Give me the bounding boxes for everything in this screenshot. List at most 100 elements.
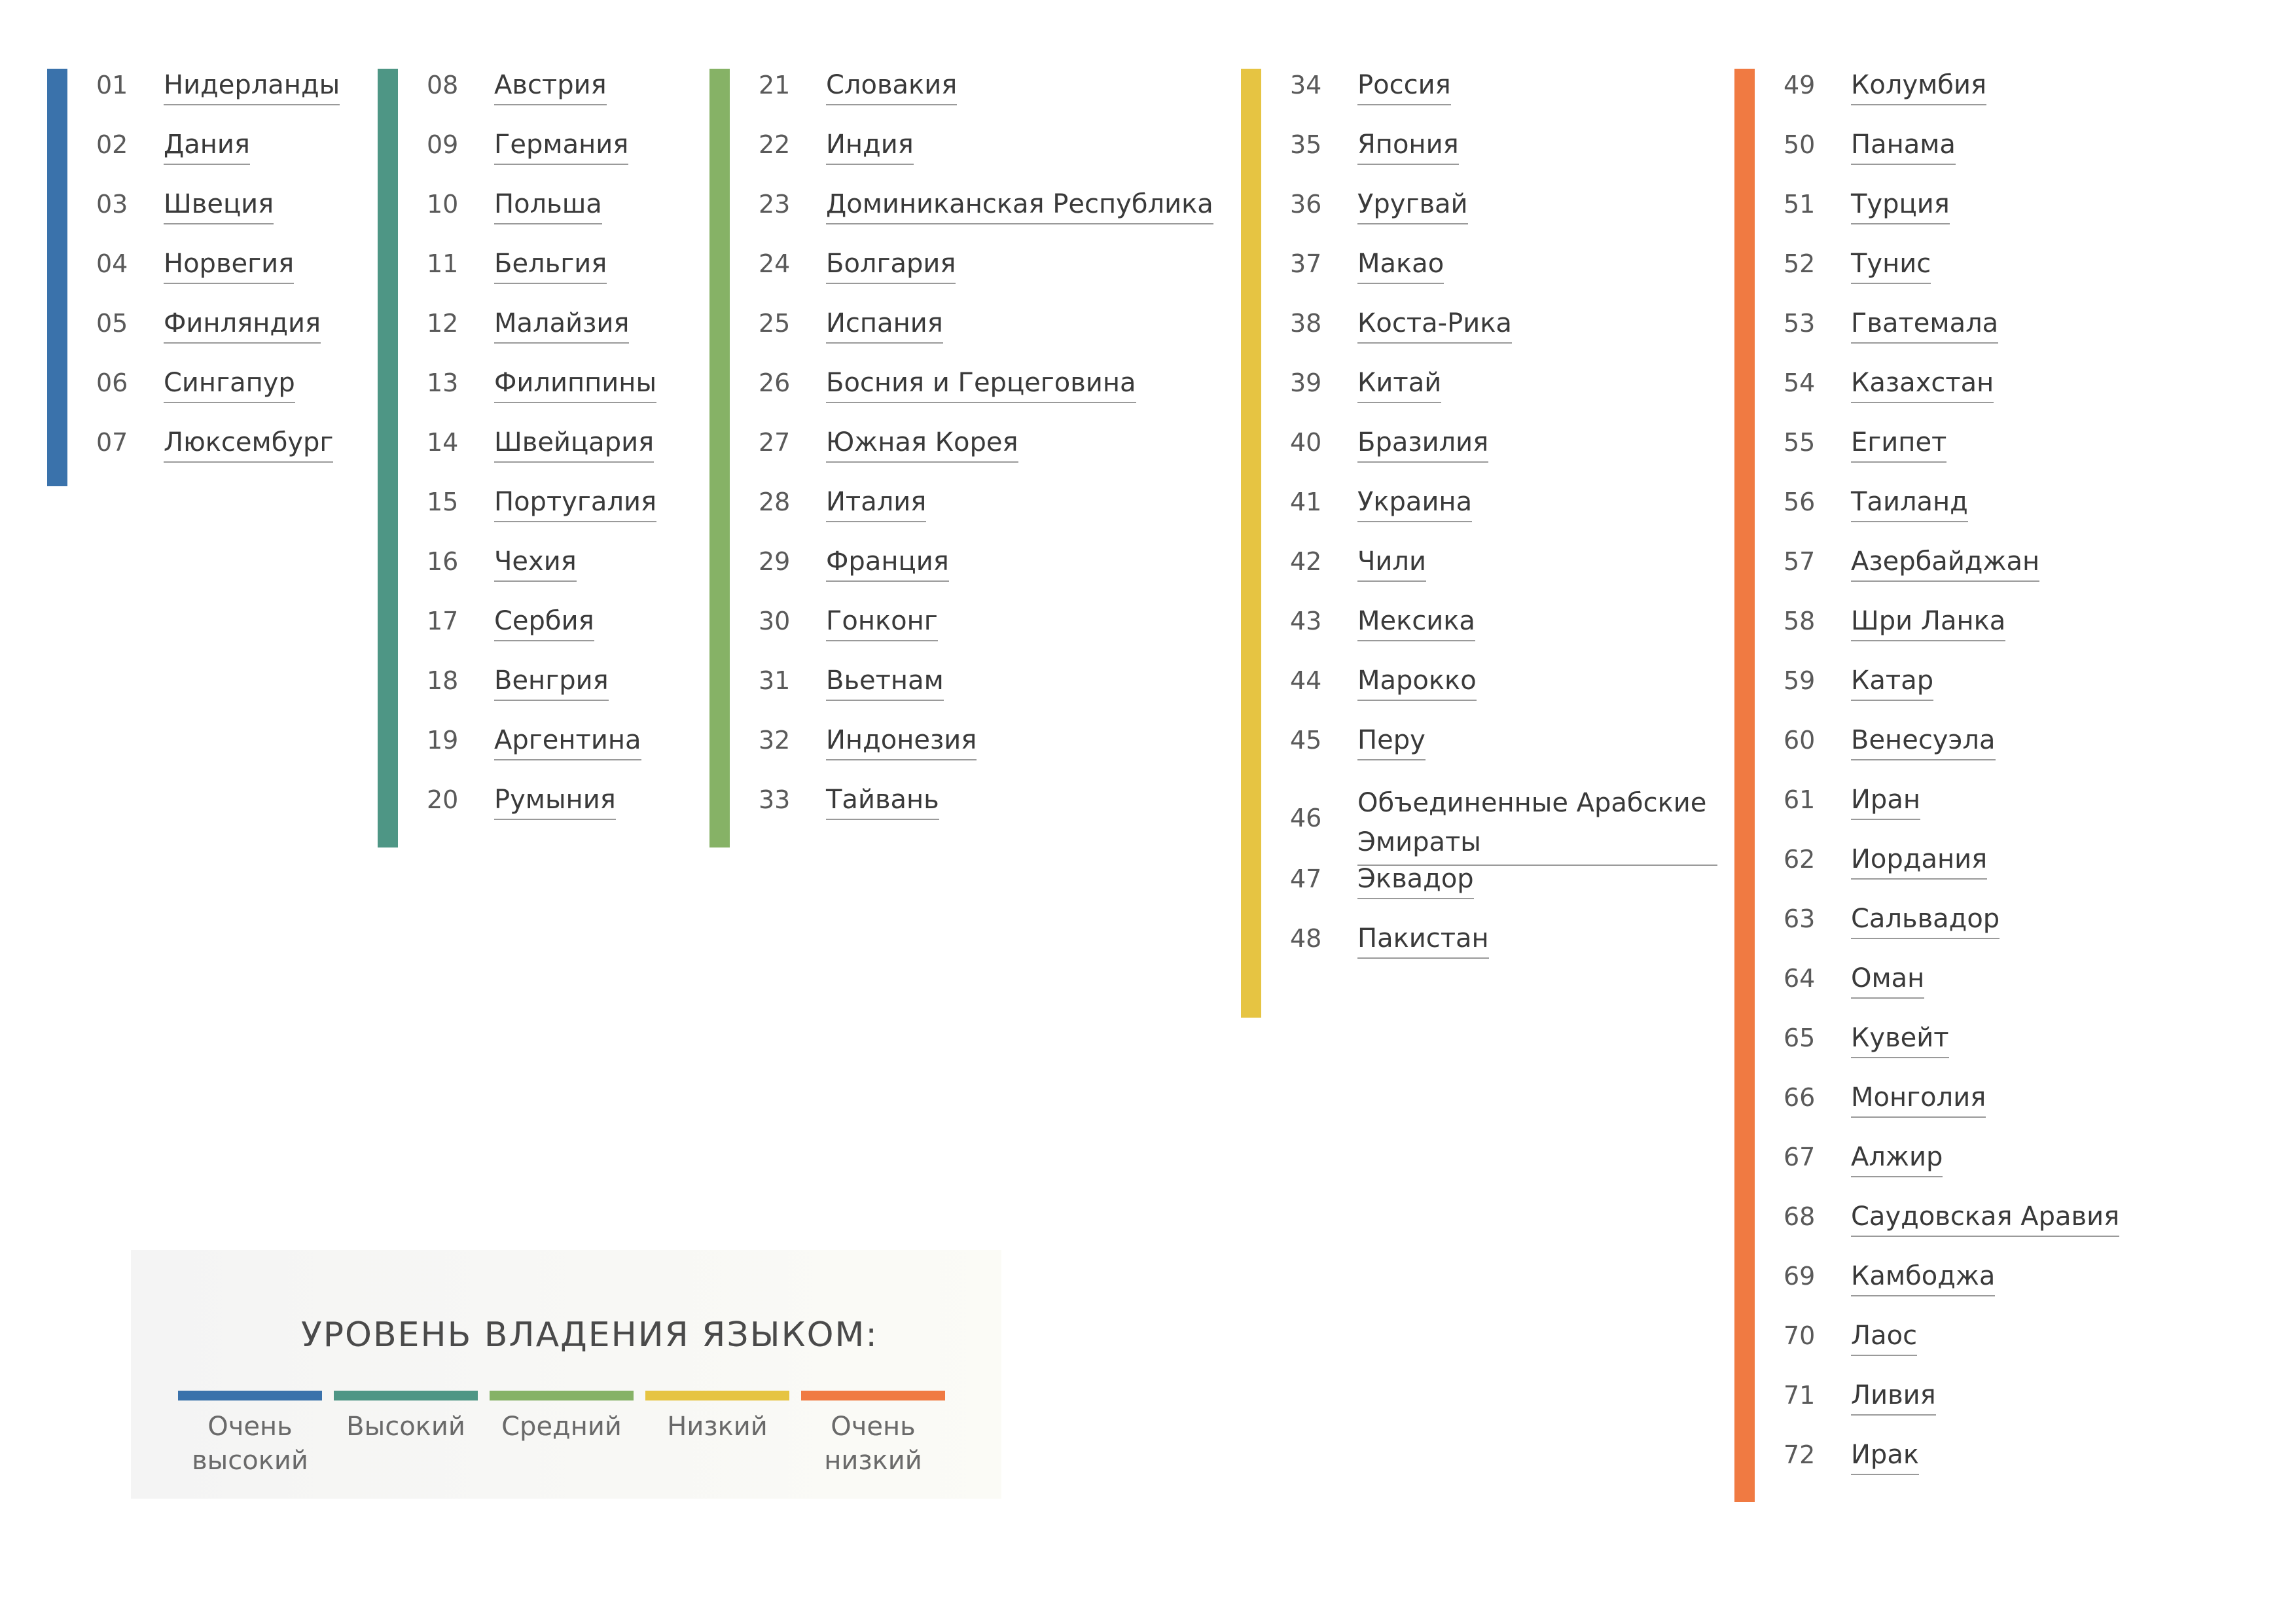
country-link[interactable]: Португалия bbox=[494, 486, 657, 522]
rank-number: 23 bbox=[759, 190, 791, 219]
country-link[interactable]: Индия bbox=[826, 128, 914, 165]
country-link[interactable]: Испания bbox=[826, 307, 943, 344]
country-link[interactable]: Япония bbox=[1357, 128, 1459, 165]
legend-item-very-high: Очень высокий bbox=[178, 1391, 322, 1478]
country-link[interactable]: Саудовская Аравия bbox=[1851, 1200, 2120, 1237]
country-link[interactable]: Венгрия bbox=[494, 664, 609, 701]
country-link[interactable]: Иран bbox=[1851, 783, 1920, 820]
country-link[interactable]: Монголия bbox=[1851, 1081, 1986, 1118]
rank-number: 59 bbox=[1784, 666, 1816, 695]
country-link[interactable]: Сингапур bbox=[164, 366, 295, 403]
country-link[interactable]: Перу bbox=[1357, 724, 1426, 760]
rank-number: 10 bbox=[427, 190, 459, 219]
country-link[interactable]: Шри Ланка bbox=[1851, 605, 2006, 641]
rank-number: 44 bbox=[1290, 666, 1322, 695]
country-link[interactable]: Малайзия bbox=[494, 307, 630, 344]
country-link[interactable]: Филиппины bbox=[494, 366, 657, 403]
country-link[interactable]: Катар bbox=[1851, 664, 1934, 701]
country-link[interactable]: Норвегия bbox=[164, 247, 295, 284]
legend-label: Очень низкий bbox=[824, 1412, 922, 1476]
rank-number: 37 bbox=[1290, 249, 1322, 278]
country-link[interactable]: Аргентина bbox=[494, 724, 641, 760]
country-link[interactable]: Италия bbox=[826, 486, 927, 522]
country-link[interactable]: Азербайджан bbox=[1851, 545, 2040, 582]
country-link[interactable]: Панама bbox=[1851, 128, 1956, 165]
country-link[interactable]: Чили bbox=[1357, 545, 1426, 582]
country-link[interactable]: Макао bbox=[1357, 247, 1444, 284]
rank-number: 64 bbox=[1784, 964, 1816, 993]
country-link[interactable]: Люксембург bbox=[164, 426, 334, 463]
country-link[interactable]: Чехия bbox=[494, 545, 577, 582]
country-link[interactable]: Нидерланды bbox=[164, 69, 340, 105]
country-link[interactable]: Ливия bbox=[1851, 1379, 1936, 1416]
rank-number: 03 bbox=[96, 190, 128, 219]
country-link[interactable]: Гонконг bbox=[826, 605, 938, 641]
country-link[interactable]: Польша bbox=[494, 188, 602, 224]
rank-number: 39 bbox=[1290, 368, 1322, 397]
rank-number: 04 bbox=[96, 249, 128, 278]
country-link[interactable]: Объединенные Арабские Эмираты bbox=[1357, 783, 1717, 866]
country-link[interactable]: Украина bbox=[1357, 486, 1473, 522]
country-link[interactable]: Марокко bbox=[1357, 664, 1477, 701]
country-link[interactable]: Камбоджа bbox=[1851, 1260, 1996, 1296]
rank-number: 36 bbox=[1290, 190, 1322, 219]
country-link[interactable]: Сальвадор bbox=[1851, 902, 2000, 939]
country-link[interactable]: Пакистан bbox=[1357, 922, 1489, 959]
country-link[interactable]: Турция bbox=[1851, 188, 1950, 224]
country-link[interactable]: Гватемала bbox=[1851, 307, 1999, 344]
country-link[interactable]: Казахстан bbox=[1851, 366, 1994, 403]
country-link[interactable]: Венесуэла bbox=[1851, 724, 1996, 760]
country-link[interactable]: Таиланд bbox=[1851, 486, 1968, 522]
country-link[interactable]: Швеция bbox=[164, 188, 274, 224]
rank-number: 29 bbox=[759, 547, 791, 576]
country-link[interactable]: Кувейт bbox=[1851, 1022, 1949, 1058]
country-link[interactable]: Вьетнам bbox=[826, 664, 944, 701]
country-link[interactable]: Тунис bbox=[1851, 247, 1931, 284]
rank-number: 12 bbox=[427, 309, 459, 338]
rank-number: 53 bbox=[1784, 309, 1816, 338]
rank-number: 65 bbox=[1784, 1024, 1816, 1052]
country-link[interactable]: Босния и Герцеговина bbox=[826, 366, 1136, 403]
country-link[interactable]: Колумбия bbox=[1851, 69, 1987, 105]
country-link[interactable]: Египет bbox=[1851, 426, 1947, 463]
country-link[interactable]: Тайвань bbox=[826, 783, 939, 820]
country-link[interactable]: Финляндия bbox=[164, 307, 321, 344]
country-link[interactable]: Южная Корея bbox=[826, 426, 1018, 463]
country-link[interactable]: Уругвай bbox=[1357, 188, 1468, 224]
country-link[interactable]: Иордания bbox=[1851, 843, 1988, 880]
country-link[interactable]: Сербия bbox=[494, 605, 594, 641]
legend-swatch bbox=[801, 1391, 945, 1400]
country-link[interactable]: Ирак bbox=[1851, 1438, 1919, 1475]
country-link[interactable]: Румыния bbox=[494, 783, 616, 820]
rank-number: 72 bbox=[1784, 1440, 1816, 1469]
country-link[interactable]: Франция bbox=[826, 545, 949, 582]
country-link[interactable]: Оман bbox=[1851, 962, 1925, 999]
rank-number: 71 bbox=[1784, 1381, 1816, 1410]
country-link[interactable]: Алжир bbox=[1851, 1141, 1943, 1177]
rank-number: 17 bbox=[427, 607, 459, 635]
country-link[interactable]: Коста-Рика bbox=[1357, 307, 1512, 344]
rank-number: 32 bbox=[759, 726, 791, 755]
country-link[interactable]: Болгария bbox=[826, 247, 956, 284]
country-link[interactable]: Бразилия bbox=[1357, 426, 1489, 463]
country-link[interactable]: Дания bbox=[164, 128, 250, 165]
rank-number: 62 bbox=[1784, 845, 1816, 874]
level-color-bar bbox=[47, 69, 67, 486]
country-link[interactable]: Эквадор bbox=[1357, 863, 1474, 899]
country-link[interactable]: Германия bbox=[494, 128, 629, 165]
rank-number: 06 bbox=[96, 368, 128, 397]
country-link[interactable]: Лаос bbox=[1851, 1319, 1918, 1356]
country-link[interactable]: Китай bbox=[1357, 366, 1442, 403]
country-link[interactable]: Мексика bbox=[1357, 605, 1475, 641]
country-link[interactable]: Швейцария bbox=[494, 426, 655, 463]
country-link[interactable]: Австрия bbox=[494, 69, 607, 105]
country-link[interactable]: Словакия bbox=[826, 69, 958, 105]
country-link[interactable]: Россия bbox=[1357, 69, 1451, 105]
rank-number: 55 bbox=[1784, 428, 1816, 457]
country-link[interactable]: Доминиканская Республика bbox=[826, 188, 1213, 224]
legend-swatch bbox=[334, 1391, 478, 1400]
legend-label: Очень высокий bbox=[192, 1412, 308, 1476]
country-link[interactable]: Бельгия bbox=[494, 247, 607, 284]
rank-number: 24 bbox=[759, 249, 791, 278]
country-link[interactable]: Индонезия bbox=[826, 724, 977, 760]
